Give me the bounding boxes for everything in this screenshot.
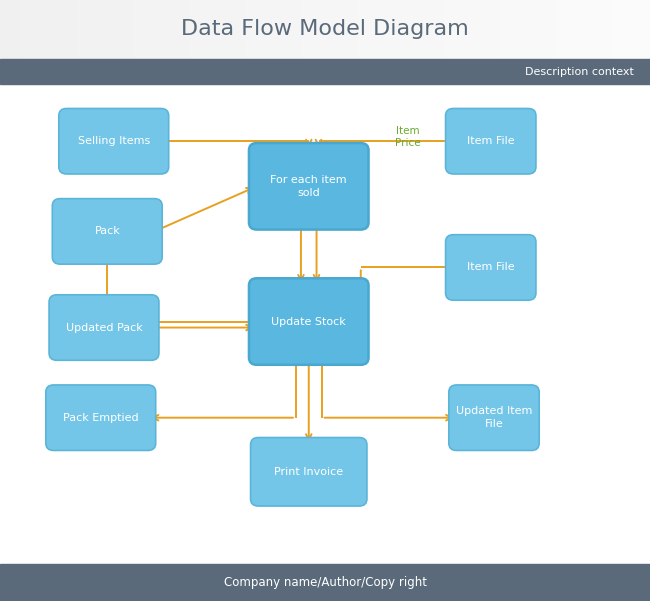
Text: Updated Item
File: Updated Item File [456,406,532,429]
FancyBboxPatch shape [250,438,367,506]
Text: Updated Pack: Updated Pack [66,323,142,332]
Text: For each item
sold: For each item sold [270,175,347,198]
FancyBboxPatch shape [58,108,168,174]
Bar [0,564,650,601]
Text: Update Stock: Update Stock [272,317,346,326]
Text: Item File: Item File [467,136,515,146]
Bar [0,59,650,84]
Text: Pack: Pack [94,227,120,236]
FancyBboxPatch shape [249,143,369,230]
Text: Pack Emptied: Pack Emptied [63,413,138,423]
Text: Selling Items: Selling Items [77,136,150,146]
Text: Description context: Description context [525,67,634,76]
FancyBboxPatch shape [46,385,155,451]
FancyBboxPatch shape [249,278,369,365]
FancyBboxPatch shape [446,108,536,174]
Text: Company name/Author/Copy right: Company name/Author/Copy right [224,576,426,589]
Text: Print Invoice: Print Invoice [274,467,343,477]
FancyBboxPatch shape [446,234,536,300]
Text: Item File: Item File [467,263,515,272]
FancyBboxPatch shape [49,294,159,360]
Text: Item
Price: Item Price [395,126,421,148]
Text: Data Flow Model Diagram: Data Flow Model Diagram [181,19,469,40]
FancyBboxPatch shape [448,385,539,451]
FancyBboxPatch shape [53,198,162,264]
